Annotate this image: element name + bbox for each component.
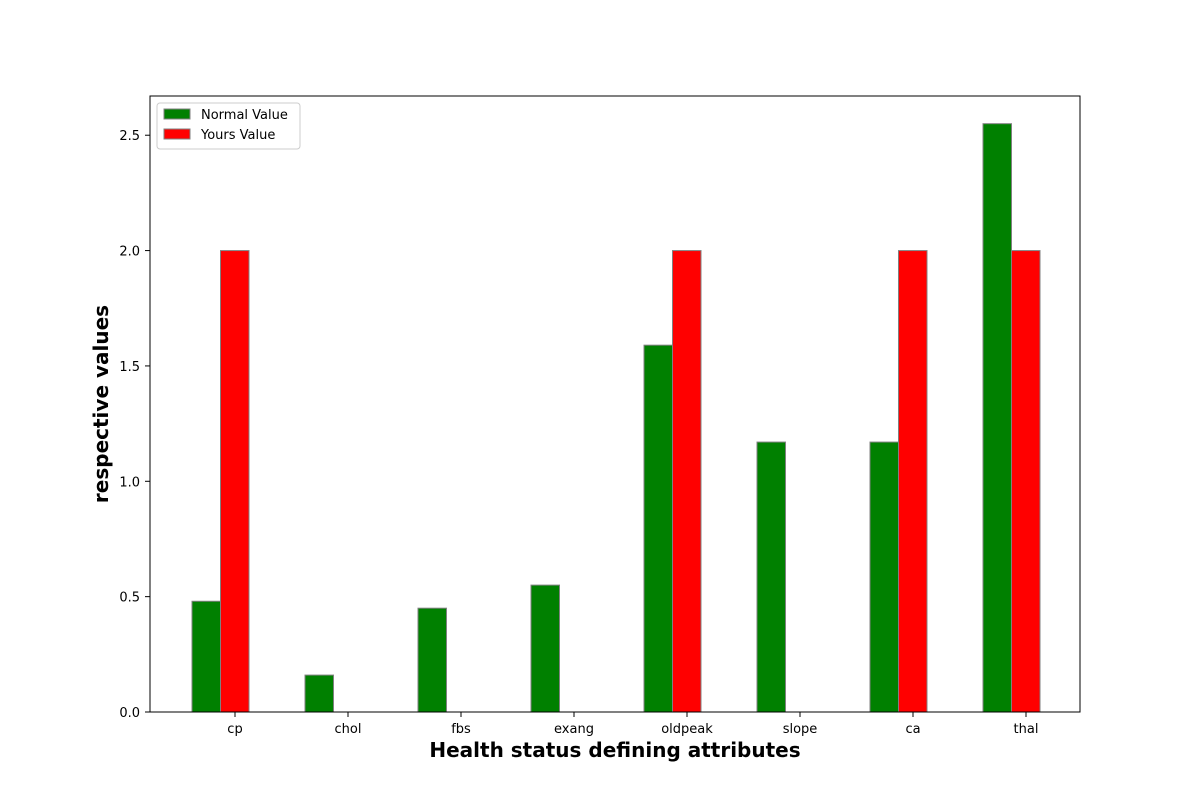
y-axis-title: respective values <box>89 305 113 503</box>
x-tick-label-fbs: fbs <box>451 722 471 737</box>
legend: Normal Value Yours Value <box>156 102 301 150</box>
x-tick-label-ca: ca <box>905 722 920 737</box>
y-axis: 0.0 0.5 1.0 1.5 2.0 2.5 <box>119 129 150 721</box>
bars-group <box>191 123 1041 713</box>
legend-label-yours-value: Yours Value <box>200 128 275 143</box>
bar-normal-exang <box>530 584 560 713</box>
bar-yours-thal <box>1011 250 1041 713</box>
bar-normal-fbs <box>417 607 447 713</box>
y-tick-label: 1.5 <box>119 360 140 375</box>
x-tick-label-oldpeak: oldpeak <box>661 722 713 737</box>
x-axis-title: Health status defining attributes <box>429 738 800 762</box>
bar-yours-cp <box>220 250 250 713</box>
bar-normal-ca <box>869 441 899 713</box>
bar-normal-thal <box>982 123 1012 713</box>
legend-label-normal-value: Normal Value <box>201 108 288 123</box>
x-tick-label-chol: chol <box>335 722 362 737</box>
y-tick-label: 1.0 <box>119 475 140 490</box>
bar-normal-cp <box>191 600 221 713</box>
bar-normal-slope <box>756 441 786 713</box>
bar-normal-oldpeak <box>643 344 673 713</box>
x-tick-label-slope: slope <box>783 722 818 737</box>
legend-swatch-yours-value <box>163 128 191 140</box>
bar-normal-chol <box>304 674 334 713</box>
x-axis: cp chol fbs exang oldpeak slope ca thal <box>227 712 1038 737</box>
bar-yours-ca <box>898 250 928 713</box>
bar-yours-oldpeak <box>672 250 702 713</box>
legend-swatch-normal-value <box>163 108 191 120</box>
x-tick-label-exang: exang <box>554 722 594 737</box>
x-tick-label-thal: thal <box>1014 722 1039 737</box>
legend-frame <box>156 102 301 150</box>
x-tick-label-cp: cp <box>227 722 242 737</box>
y-tick-label: 2.0 <box>119 245 140 260</box>
plot-frame <box>149 95 1081 713</box>
y-tick-label: 0.5 <box>119 591 140 606</box>
y-tick-label: 2.5 <box>119 129 140 144</box>
y-tick-label: 0.0 <box>119 706 140 721</box>
